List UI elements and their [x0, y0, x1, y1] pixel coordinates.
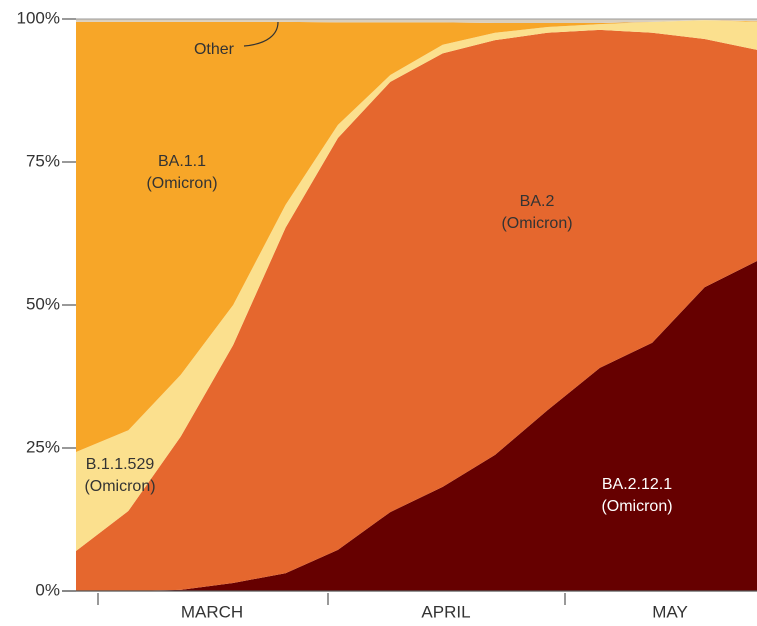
- leader-line: [243, 21, 279, 47]
- x-tick-label: MARCH: [181, 602, 243, 621]
- area: [76, 29, 757, 592]
- series-label: BA.2.12.1: [602, 476, 672, 493]
- y-tick-label: 50%: [26, 294, 60, 313]
- series-label: BA.2: [520, 193, 555, 210]
- area: [76, 19, 757, 24]
- series-sublabel: (Omicron): [601, 498, 672, 515]
- series-label: BA.1.1: [158, 153, 206, 170]
- series-sublabel: (Omicron): [84, 478, 155, 495]
- series-label: Other: [194, 41, 235, 58]
- y-tick-label: 75%: [26, 151, 60, 170]
- x-tick-label: APRIL: [421, 602, 470, 621]
- y-tick-label: 100%: [17, 8, 60, 27]
- y-tick-label: 25%: [26, 437, 60, 456]
- series-sublabel: (Omicron): [146, 175, 217, 192]
- area: [76, 20, 757, 453]
- y-tick-label: 0%: [35, 580, 60, 599]
- series-sublabel: (Omicron): [501, 215, 572, 232]
- x-tick-label: MAY: [652, 602, 688, 621]
- series-label: B.1.1.529: [86, 456, 155, 473]
- area: [76, 260, 757, 591]
